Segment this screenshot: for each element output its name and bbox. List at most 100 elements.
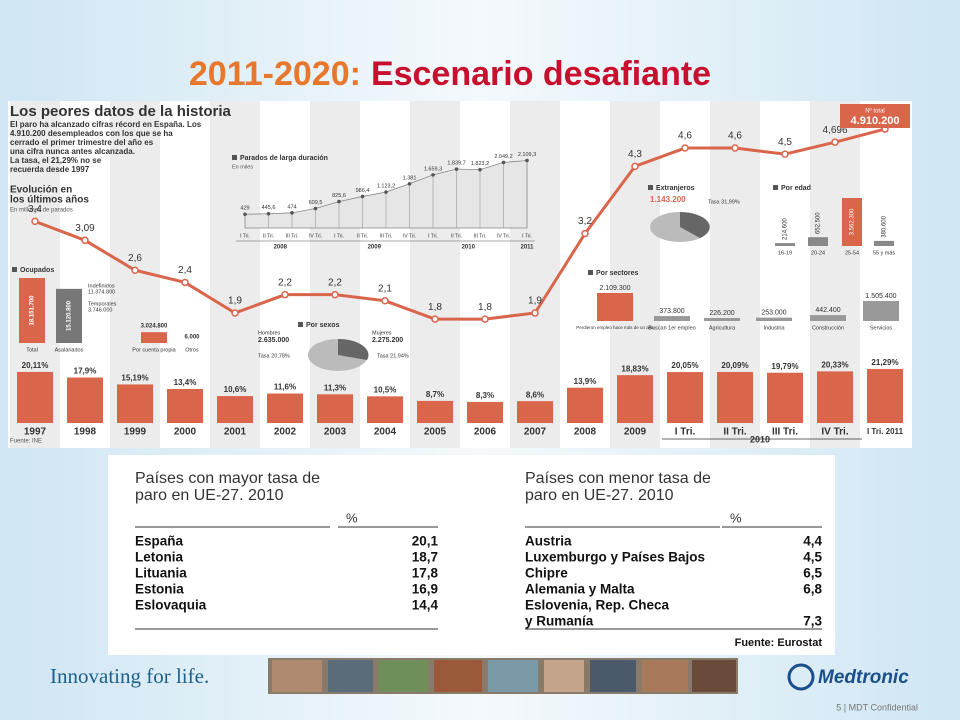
value-label: 373.800 (659, 308, 684, 315)
bar (597, 293, 633, 321)
table-header: % (730, 510, 742, 525)
x-tick-label: 1997 (24, 427, 47, 438)
column-band (410, 101, 460, 448)
rate-bar (117, 384, 153, 423)
year-label: 2010 (462, 245, 476, 251)
subtitle: Evolución en (10, 185, 72, 196)
panel-units: En miles (232, 164, 253, 170)
rate-bar (767, 372, 803, 423)
table-value: 6,8 (803, 582, 822, 597)
table-value: 18,7 (412, 550, 438, 565)
rate-bar (517, 401, 553, 423)
point (281, 290, 289, 299)
value-label: 1.659,3 (424, 166, 442, 172)
point (531, 309, 539, 317)
intro-line: 4.910.200 desempleados con los que se ha (10, 129, 173, 138)
year-label: 2009 (368, 245, 382, 251)
category-label: Industria (763, 325, 785, 331)
rate-bar (617, 375, 653, 423)
value-label: 226.200 (709, 310, 734, 317)
photo (328, 660, 373, 692)
panel-title: Por edad (781, 185, 811, 192)
tables-panel (108, 455, 835, 655)
foreigners-rate: Tasa 31,99% (708, 199, 740, 205)
brand: Medtronic (818, 667, 909, 688)
point (831, 138, 839, 146)
sex-label: 2.635.000 (258, 337, 289, 344)
rate-label: 10,5% (374, 385, 397, 394)
split-label: 3.746.000 (88, 307, 112, 313)
value-label: 4,6 (678, 131, 692, 142)
category-label: 16-19 (778, 250, 792, 256)
table-title: paro en UE-27. 2010 (525, 487, 674, 504)
quarter-label: IV Tri. (309, 233, 322, 239)
point (81, 236, 89, 245)
value-label: 2.109,3 (518, 152, 536, 158)
panel-title: Por sexos (306, 322, 340, 329)
sex-label: Mujeres (372, 330, 392, 336)
x-tick-label: 2005 (424, 427, 447, 438)
category-label: Perdieron empleo hace más de un año (576, 325, 654, 330)
sex-label: Tasa 21,94% (377, 353, 409, 359)
rate-bar (317, 394, 353, 423)
point (731, 144, 739, 152)
rate-label: 20,11% (22, 361, 49, 370)
rate-label: 8,6% (526, 390, 544, 399)
title-text: Escenario desafiante (371, 55, 711, 93)
value-label: 1,9 (228, 296, 242, 307)
category-label: 25-54 (845, 250, 859, 256)
bar (775, 243, 795, 246)
x-tick-label: 1998 (74, 427, 97, 438)
bar (863, 301, 899, 321)
bar (810, 315, 846, 321)
column-band (310, 101, 360, 448)
category-label: Agricultura (709, 325, 736, 331)
point (313, 206, 318, 211)
category-label: 55 y más (873, 250, 896, 256)
value-label: 1.123,2 (377, 184, 395, 190)
x-tick-label: 2006 (474, 427, 497, 438)
group-label: 2010 (750, 434, 770, 444)
rate-label: 20,09% (721, 361, 748, 370)
split-label: Temporales (88, 301, 117, 307)
year-label: 2011 (520, 245, 534, 251)
category-label: Por cuenta propia (132, 347, 176, 353)
quarter-label: III Tri. (380, 233, 393, 239)
x-tick-label: 1999 (124, 427, 147, 438)
source: Fuente: INE (10, 439, 42, 445)
table-title: Países con mayor tasa de (135, 470, 320, 487)
quarter-label: I Tri. (334, 233, 344, 239)
table-title: paro en UE-27. 2010 (135, 487, 284, 504)
total-box (840, 104, 910, 128)
point (360, 194, 365, 199)
point (290, 211, 294, 215)
rate-bar (67, 377, 103, 423)
intro-line: cerrado el primer trimestre del año es (10, 138, 154, 147)
category-label: Construcción (812, 325, 844, 331)
table-country: Letonia (135, 550, 183, 565)
table-country: Alemania y Malta (525, 582, 635, 597)
column-band (210, 101, 260, 448)
quarter-label: II Tri. (451, 233, 462, 239)
table-value: 17,8 (412, 566, 439, 581)
category-label: Asalariados (55, 347, 84, 353)
point (525, 158, 529, 163)
bar (704, 317, 740, 321)
total-label: Nº total (865, 108, 885, 115)
point (501, 160, 506, 165)
value-label: 4,5 (778, 137, 792, 148)
value-label: 609,5 (309, 200, 323, 206)
photo (642, 660, 688, 692)
rate-bar (467, 401, 503, 423)
rate-bar (817, 371, 853, 423)
point (31, 217, 39, 226)
rate-label: 11,3% (324, 383, 346, 392)
table-country: Chipre (525, 566, 568, 581)
table-country: España (135, 534, 184, 549)
x-tick-label: 2003 (324, 427, 347, 438)
table-country: Eslovaquia (135, 598, 207, 613)
intro-line: La tasa, el 21,29% no se (10, 156, 102, 165)
value-label: 3,09 (75, 223, 95, 234)
intro-line: El paro ha alcanzado cifras récord en Es… (10, 120, 202, 129)
